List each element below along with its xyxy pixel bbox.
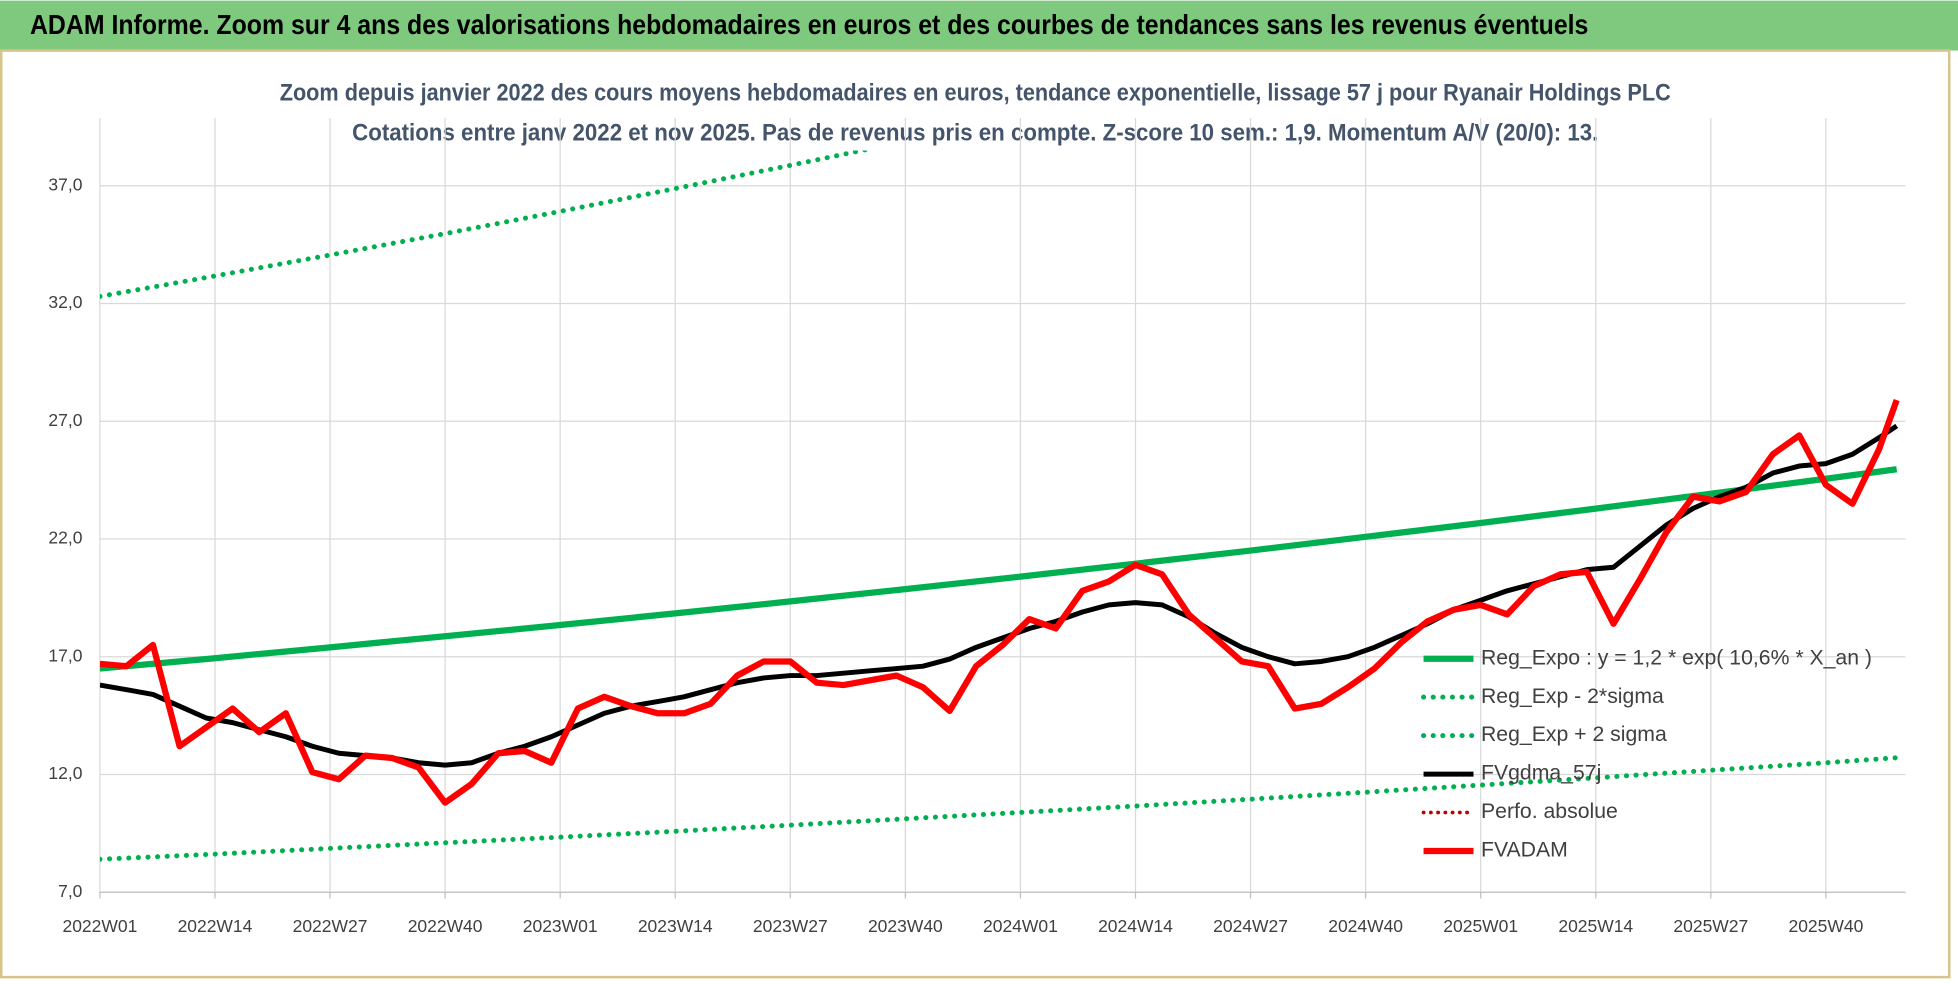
series-line <box>99 466 1898 672</box>
chart-title: Zoom depuis janvier 2022 des cours moyen… <box>280 81 1671 107</box>
x-tick-label: 2023W01 <box>523 916 598 936</box>
legend-label: Perfo. absolue <box>1481 800 1618 823</box>
x-tick-label: 2025W14 <box>1558 916 1633 936</box>
frame <box>0 49 1951 979</box>
plot-lines <box>99 150 1900 862</box>
legend-label: FVgdma_57j <box>1481 762 1601 785</box>
x-tick-label: 2022W27 <box>293 916 368 936</box>
y-tick-label: 27,0 <box>48 410 82 430</box>
x-tick-label: 2022W01 <box>63 916 138 936</box>
x-tick-label: 2022W40 <box>408 916 483 936</box>
y-tick-label: 22,0 <box>48 528 82 548</box>
x-tick-label: 2025W40 <box>1789 916 1864 936</box>
y-tick-label: 17,0 <box>48 645 82 665</box>
grid: 7,0 12,0 17,0 22,0 27,0 32,0 37,0 2022W01 2022W1… <box>48 118 1906 936</box>
y-tick-label: 12,0 <box>48 763 82 783</box>
x-tick-label: 2024W27 <box>1213 916 1288 936</box>
x-tick-label: 2025W01 <box>1443 916 1518 936</box>
x-tick-label: 2023W27 <box>753 916 828 936</box>
series-line <box>99 399 1900 806</box>
x-tick-label: 2024W01 <box>983 916 1058 936</box>
series-line <box>99 755 1900 862</box>
header-bar <box>0 0 1958 51</box>
legend-label: Reg_Exp - 2*sigma <box>1481 685 1664 708</box>
x-tick-label: 2024W14 <box>1098 916 1173 936</box>
legend: Reg_Expo : y = 1,2 * exp( 10,6% * X_an )… <box>1421 646 1872 862</box>
legend-label: FVADAM <box>1481 839 1568 862</box>
x-tick-label: 2024W40 <box>1328 916 1403 936</box>
y-tick-label: 37,0 <box>48 174 82 194</box>
x-tick-label: 2022W14 <box>178 916 253 936</box>
x-tick-label: 2023W40 <box>868 916 943 936</box>
chart-subtitle: Cotations entre janv 2022 et nov 2025. P… <box>352 121 1598 147</box>
legend-label: Reg_Exp + 2 sigma <box>1481 723 1667 746</box>
x-tick-label: 2025W27 <box>1673 916 1748 936</box>
x-tick-label: 2023W14 <box>638 916 713 936</box>
legend-label: Reg_Expo : y = 1,2 * exp( 10,6% * X_an ) <box>1481 646 1872 669</box>
y-tick-label: 7,0 <box>58 881 83 901</box>
y-tick-label: 32,0 <box>48 292 82 312</box>
header-title: ADAM Informe. Zoom sur 4 ans des valoris… <box>30 9 1588 40</box>
